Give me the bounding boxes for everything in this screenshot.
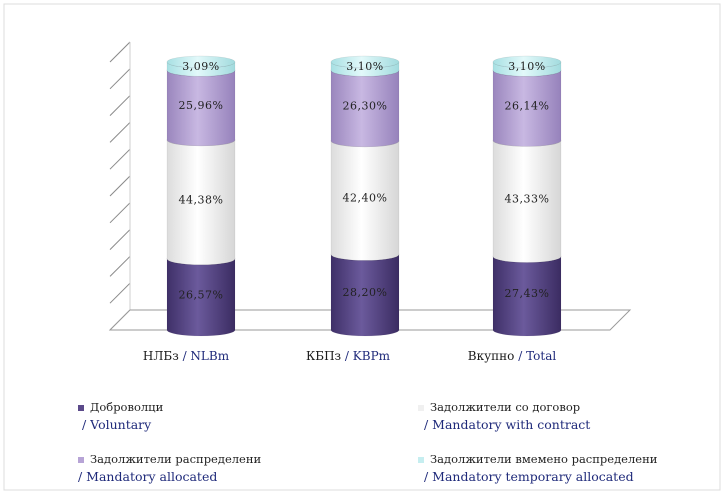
category-label: Вкупно / Total [468, 349, 557, 363]
legend-label-en: / Mandatory with contract [424, 417, 591, 432]
legend-label: Задолжители вмемено распределени [430, 452, 658, 466]
gridline-tick [109, 175, 131, 197]
data-label: 3,10% [346, 60, 383, 73]
data-label: 28,20% [343, 286, 388, 299]
gridline-tick [109, 229, 131, 250]
gridlines [109, 41, 131, 331]
data-label: 26,14% [505, 99, 550, 112]
data-label: 26,57% [179, 288, 224, 301]
data-label: 25,96% [179, 99, 224, 112]
legend-label-en: / Mandatory allocated [78, 469, 218, 484]
segment-top [166, 55, 236, 69]
legend-label: Задолжители распределени [90, 452, 262, 466]
gridline-tick [109, 95, 131, 116]
data-label: 43,33% [505, 192, 550, 205]
gridline-tick [109, 202, 131, 224]
data-label: 44,38% [179, 193, 224, 206]
cylinder-2: 27,43% 43,33% 26,14% 3,10% [492, 55, 562, 337]
outer-border [3, 3, 721, 491]
gridline-tick [109, 122, 131, 143]
legend-swatch-mandatory-temporary [418, 457, 424, 463]
data-label: 42,40% [343, 192, 388, 205]
category-label: КБПз / KBPm [306, 349, 391, 363]
category-label: НЛБз / NLBm [143, 349, 230, 363]
legend-item-mandatory-allocated: Задолжители распределени / Mandatory all… [78, 452, 261, 484]
data-label: 26,30% [343, 100, 388, 113]
legend-swatch-voluntary [78, 405, 84, 411]
bars: 26,57% 44,38% 25,96% 3,09% 28,20% 42,40% 26,30… [166, 55, 562, 337]
segment-top [330, 55, 400, 69]
legend-item-mandatory-temporary: Задолжители вмемено распределени / Manda… [418, 452, 657, 484]
cylinder-0: 26,57% 44,38% 25,96% 3,09% [166, 55, 236, 337]
legend-swatch-mandatory-contract [418, 405, 424, 411]
legend-item-voluntary: Доброволци / Voluntary [78, 400, 163, 432]
gridline-tick [109, 41, 131, 63]
gridline-tick [109, 282, 131, 304]
category-labels: НЛБз / NLBm КБПз / KBPm Вкупно / Total [143, 349, 556, 363]
gridline-tick [109, 68, 131, 90]
data-label: 3,09% [182, 60, 219, 73]
legend-label: Задолжители со договор [430, 400, 581, 414]
legend-label-en: / Mandatory temporary allocated [424, 469, 634, 484]
data-label: 3,10% [508, 60, 545, 73]
gridline-tick [109, 148, 131, 170]
legend-label-en: / Voluntary [82, 417, 152, 432]
legend-item-mandatory-contract: Задолжители со договор / Mandatory with … [418, 400, 590, 432]
cylinder-1: 28,20% 42,40% 26,30% 3,10% [330, 55, 400, 337]
gridline-tick [109, 256, 131, 277]
legend-swatch-mandatory-allocated [78, 457, 84, 463]
legend-label: Доброволци [90, 400, 164, 414]
segment-top [492, 55, 562, 69]
data-label: 27,43% [505, 287, 550, 300]
